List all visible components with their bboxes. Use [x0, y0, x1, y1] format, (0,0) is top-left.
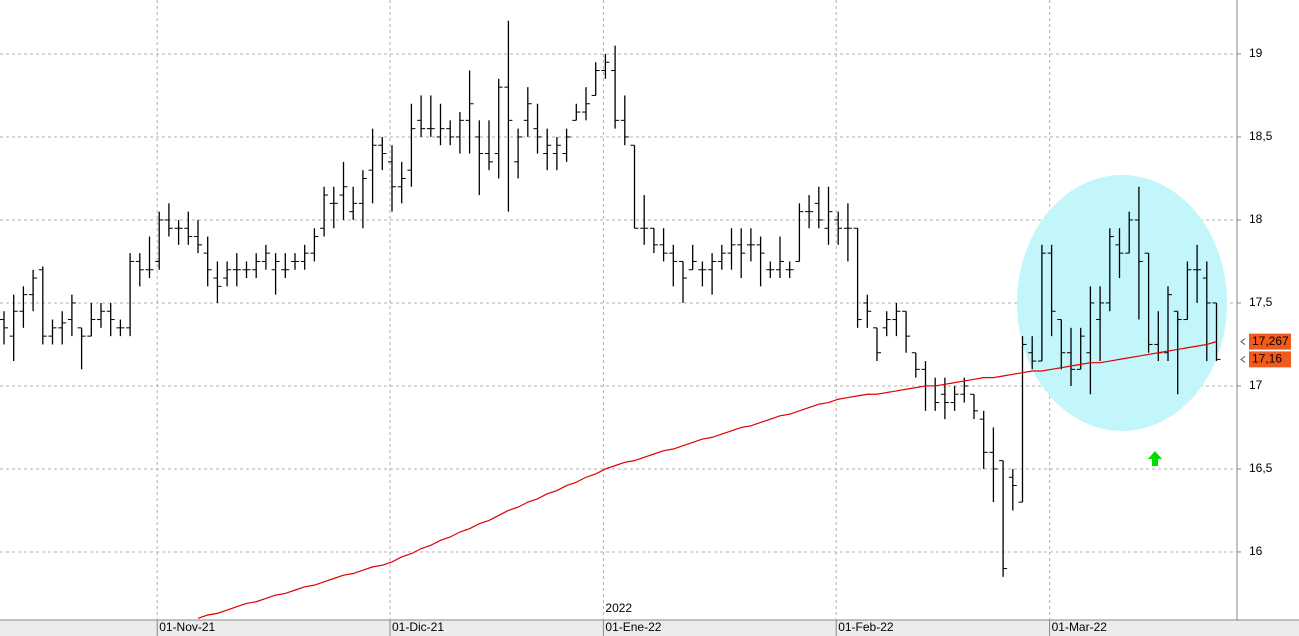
last-value-box [1249, 351, 1291, 368]
y-tick-label: 17 [1249, 378, 1263, 392]
x-axis-strip [0, 620, 1299, 636]
last-value-pointer [1240, 355, 1246, 363]
x-tick-label: 01-Feb-22 [838, 620, 894, 634]
x-tick-label: 01-Mar-22 [1052, 620, 1108, 634]
y-tick-label: 19 [1249, 46, 1263, 60]
x-tick-label: 01-Ene-22 [605, 620, 661, 634]
y-tick-label: 18,5 [1249, 129, 1273, 143]
y-tick-label: 16,5 [1249, 461, 1273, 475]
last-value-pointer [1240, 338, 1246, 346]
x-tick-label: 01-Dic-21 [392, 620, 444, 634]
highlight-ellipse [1017, 175, 1227, 431]
last-value-box [1249, 333, 1291, 350]
y-tick-label: 17,5 [1249, 295, 1273, 309]
last-value-label: 17,16 [1252, 352, 1282, 366]
y-tick-label: 16 [1249, 544, 1263, 558]
y-tick-label: 18 [1249, 212, 1263, 226]
last-value-label: 17,267 [1252, 334, 1289, 348]
up-arrow [1148, 451, 1162, 466]
year-label: 2022 [605, 601, 632, 615]
moving-average-line [197, 341, 1217, 619]
x-tick-label: 01-Nov-21 [159, 620, 215, 634]
